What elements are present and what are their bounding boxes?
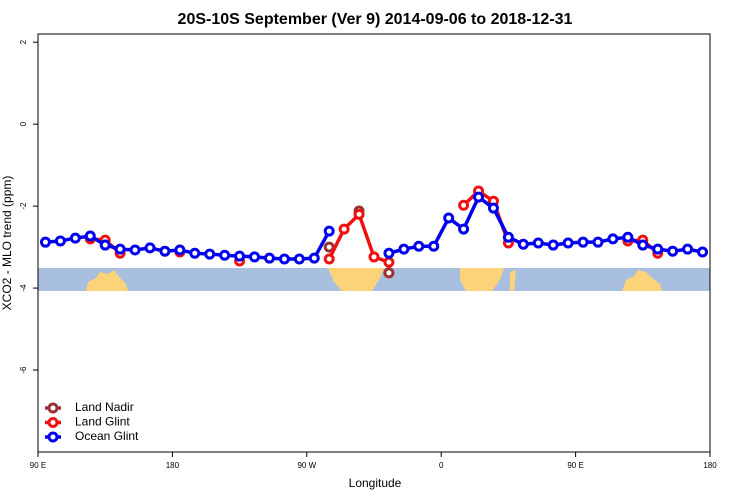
data-point bbox=[652, 243, 664, 255]
x-tick-label: 180 bbox=[703, 461, 717, 470]
data-point bbox=[39, 236, 51, 248]
data-point bbox=[458, 223, 470, 235]
data-point bbox=[532, 237, 544, 249]
data-point bbox=[99, 239, 111, 251]
data-point bbox=[383, 247, 395, 259]
data-point bbox=[368, 251, 380, 263]
data-point bbox=[54, 235, 66, 247]
data-point bbox=[547, 239, 559, 251]
data-point bbox=[383, 267, 395, 279]
x-tick-label: 90 W bbox=[297, 461, 316, 470]
x-tick-label: 90 E bbox=[567, 461, 583, 470]
land-patch bbox=[460, 268, 504, 291]
data-point bbox=[353, 208, 365, 220]
series-line bbox=[327, 211, 390, 264]
legend-label: Land Nadir bbox=[75, 400, 134, 414]
series-line bbox=[388, 194, 703, 255]
data-point bbox=[562, 237, 574, 249]
y-tick-label: 2 bbox=[19, 39, 28, 44]
data-point bbox=[278, 253, 290, 265]
data-point bbox=[234, 250, 246, 262]
data-point bbox=[458, 199, 470, 211]
data-point bbox=[263, 252, 275, 264]
map-band bbox=[38, 268, 710, 291]
data-point bbox=[114, 243, 126, 255]
land-patch bbox=[86, 270, 128, 291]
data-point bbox=[682, 243, 694, 255]
data-point bbox=[517, 238, 529, 250]
data-point bbox=[607, 233, 619, 245]
data-point bbox=[697, 246, 709, 258]
data-point bbox=[293, 253, 305, 265]
data-point bbox=[323, 225, 335, 237]
plot-frame bbox=[37, 33, 711, 453]
data-point bbox=[129, 244, 141, 256]
chart-title: 20S-10S September (Ver 9) 2014-09-06 to … bbox=[178, 11, 573, 28]
data-point bbox=[189, 247, 201, 259]
data-point bbox=[428, 240, 440, 252]
x-tick-label: 90 E bbox=[30, 461, 46, 470]
land-patch bbox=[622, 270, 662, 291]
legend-label: Ocean Glint bbox=[75, 429, 139, 443]
data-point bbox=[69, 232, 81, 244]
data-point bbox=[398, 243, 410, 255]
data-point bbox=[667, 245, 679, 257]
data-point bbox=[637, 239, 649, 251]
data-point bbox=[144, 242, 156, 254]
data-point bbox=[443, 212, 455, 224]
data-point bbox=[84, 230, 96, 242]
legend-marker bbox=[47, 431, 59, 443]
x-tick-label: 180 bbox=[166, 461, 180, 470]
data-point bbox=[413, 240, 425, 252]
data-point bbox=[577, 236, 589, 248]
data-point bbox=[308, 252, 320, 264]
data-point bbox=[502, 231, 514, 243]
y-tick-label: -6 bbox=[19, 366, 28, 374]
data-point bbox=[249, 251, 261, 263]
y-axis-label: XCO2 - MLO trend (ppm) bbox=[0, 176, 14, 311]
x-axis-label: Longitude bbox=[349, 476, 402, 490]
land-patch bbox=[510, 270, 516, 291]
data-point bbox=[338, 223, 350, 235]
data-point bbox=[174, 244, 186, 256]
data-point bbox=[487, 202, 499, 214]
y-tick-label: -2 bbox=[19, 202, 28, 210]
legend-label: Land Glint bbox=[75, 415, 130, 429]
data-point bbox=[473, 191, 485, 203]
data-point bbox=[219, 249, 231, 261]
land-patch bbox=[328, 268, 384, 291]
data-point bbox=[383, 256, 395, 268]
y-tick-label: 0 bbox=[19, 121, 28, 126]
data-point bbox=[592, 236, 604, 248]
data-point bbox=[204, 248, 216, 260]
data-point bbox=[622, 231, 634, 243]
y-tick-label: -4 bbox=[19, 284, 28, 292]
x-tick-label: 0 bbox=[439, 461, 444, 470]
data-point bbox=[159, 245, 171, 257]
legend-marker bbox=[47, 402, 59, 414]
legend-marker bbox=[47, 417, 59, 428]
data-point bbox=[323, 253, 335, 265]
